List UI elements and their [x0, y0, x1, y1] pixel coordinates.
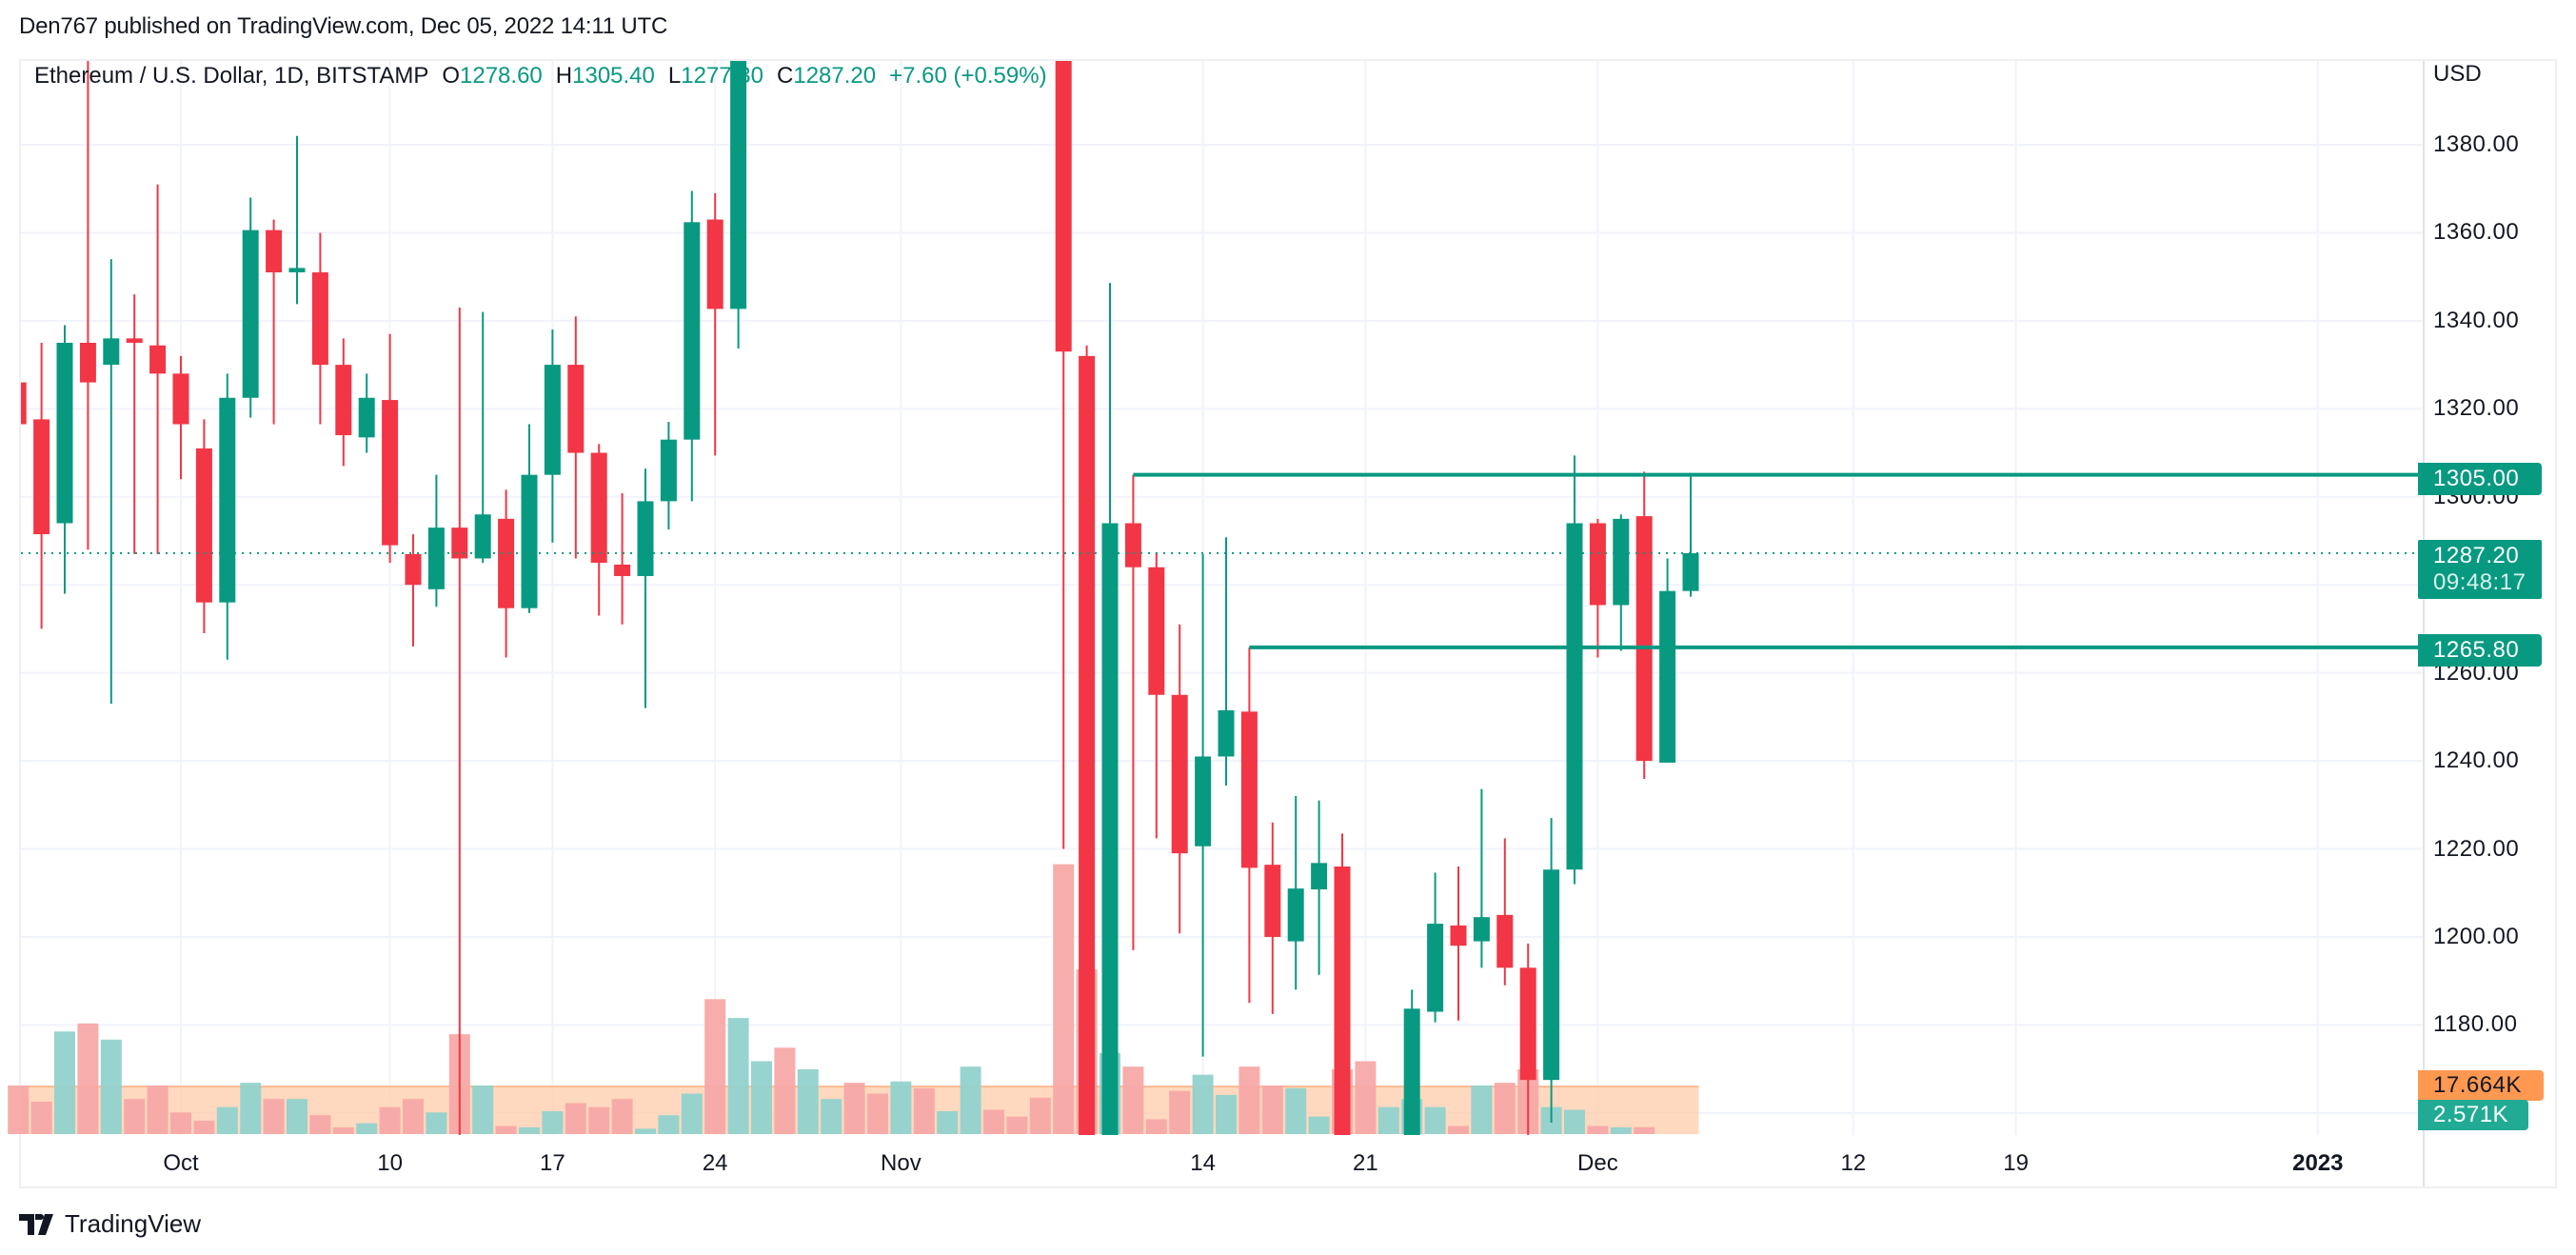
ohlc-open: O 1278.60 [442, 63, 543, 89]
ohlc-high: H 1305.40 [555, 63, 655, 89]
currency-label: USD [2433, 61, 2482, 87]
tradingview-logo[interactable]: TradingView [19, 1209, 201, 1239]
time-tick-label: 21 [1353, 1150, 1378, 1176]
tradingview-logo-icon [19, 1213, 53, 1235]
time-tick-label: Oct [163, 1150, 199, 1176]
grid-lines [21, 61, 2425, 1186]
chart-frame [19, 59, 2557, 1188]
price-tick-label: 1340.00 [2433, 307, 2520, 333]
time-tick-label: 14 [1190, 1150, 1216, 1176]
bar-countdown: 09:48:17 [2433, 569, 2526, 595]
ohlc-low: L 1277.30 [667, 63, 764, 89]
last-price-value: 1287.20 [2433, 543, 2520, 568]
brand-name: TradingView [65, 1209, 202, 1238]
candles [21, 61, 1699, 1135]
price-change: +7.60 (+0.59%) [889, 63, 1047, 89]
publisher-caption: Den767 published on TradingView.com, Dec… [19, 13, 668, 39]
price-tick-label: 1200.00 [2433, 923, 2520, 949]
time-tick-label: Dec [1577, 1150, 1618, 1176]
volume-bars [8, 864, 1699, 1134]
time-tick-label: 10 [377, 1150, 403, 1176]
time-tick-label: 12 [1840, 1150, 1867, 1176]
time-tick-label: 17 [540, 1150, 565, 1176]
time-tick-label: Nov [881, 1150, 921, 1176]
price-tick-label: 1380.00 [2433, 131, 2520, 157]
price-tick-label: 1180.00 [2433, 1011, 2518, 1038]
price-tick-label: 1220.00 [2433, 835, 2520, 862]
ohlc-close: C 1287.20 [777, 63, 877, 89]
time-tick-label: 2023 [2292, 1150, 2344, 1176]
symbol-title: Ethereum / U.S. Dollar, 1D, BITSTAMP [34, 63, 429, 89]
price-tick-label: 1240.00 [2433, 747, 2520, 774]
volume-tag: 2.571K [2418, 1100, 2528, 1130]
price-tick-label: 1320.00 [2433, 395, 2520, 422]
time-tick-label: 24 [702, 1150, 728, 1176]
time-tick-label: 19 [2003, 1150, 2029, 1176]
volume-ma-tag: 17.664K [2418, 1070, 2544, 1101]
level-lines [21, 472, 2424, 649]
support-price-tag: 1265.80 [2418, 634, 2542, 667]
symbol-legend: Ethereum / U.S. Dollar, 1D, BITSTAMP O 12… [34, 63, 1047, 90]
price-tick-label: 1360.00 [2433, 219, 2520, 246]
resistance-price-tag: 1305.00 [2418, 463, 2542, 495]
last-price-tag: 1287.20 09:48:17 [2418, 540, 2542, 599]
